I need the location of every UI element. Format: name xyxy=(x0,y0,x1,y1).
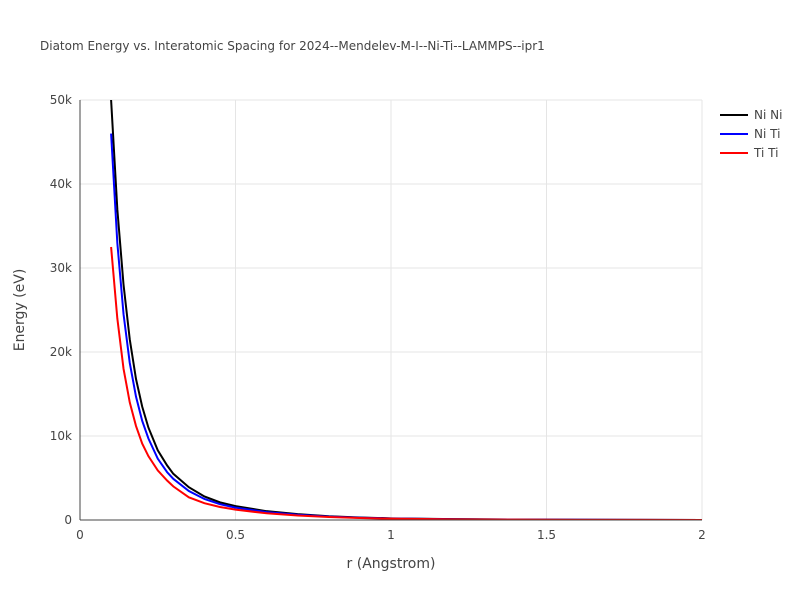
series-lines xyxy=(110,100,702,520)
series-line-ni-ni xyxy=(110,100,702,520)
y-tick-label: 50k xyxy=(50,93,72,107)
x-axis-title: r (Angstrom) xyxy=(347,556,436,572)
legend[interactable]: Ni Ni Ni Ti Ti Ti xyxy=(720,108,782,160)
y-tick-label: 10k xyxy=(50,429,72,443)
y-tick-label: 40k xyxy=(50,177,72,191)
legend-label: Ni Ti xyxy=(754,127,780,141)
chart-title: Diatom Energy vs. Interatomic Spacing fo… xyxy=(40,39,545,53)
legend-item-ni-ti[interactable]: Ni Ti xyxy=(720,127,780,141)
x-tick-label: 0.5 xyxy=(226,528,245,542)
y-tick-label: 0 xyxy=(64,513,72,527)
x-tick-label: 2 xyxy=(698,528,706,542)
series-line-ni-ti xyxy=(110,133,702,520)
legend-item-ti-ti[interactable]: Ti Ti xyxy=(720,146,778,160)
legend-item-ni-ni[interactable]: Ni Ni xyxy=(720,108,782,122)
y-tick-label: 20k xyxy=(50,345,72,359)
y-tick-label: 30k xyxy=(50,261,72,275)
y-axis-title: Energy (eV) xyxy=(12,269,28,352)
x-tick-label: 1 xyxy=(387,528,395,542)
x-tick-label: 0 xyxy=(76,528,84,542)
series-line-ti-ti xyxy=(110,246,702,520)
legend-label: Ni Ni xyxy=(754,108,782,122)
axes: 0 0.5 1 1.5 2 0 10k 20k 30k 40k 50k xyxy=(50,93,706,542)
grid-lines xyxy=(80,99,703,520)
legend-label: Ti Ti xyxy=(753,146,778,160)
x-tick-label: 1.5 xyxy=(537,528,556,542)
